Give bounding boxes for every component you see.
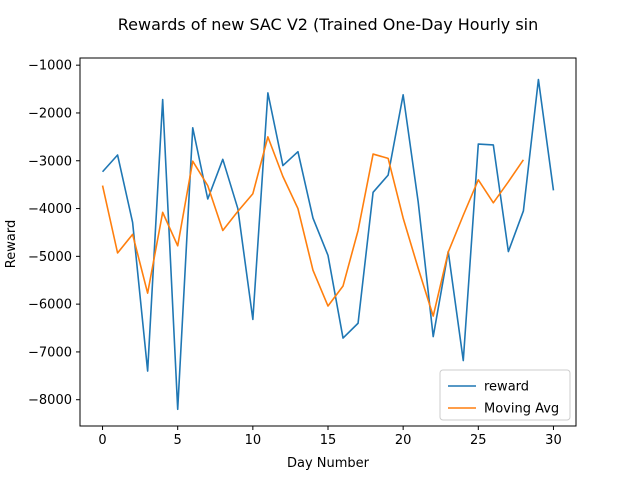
plot-area: 0 5 10 15 20 25 30 −1000 −2000 −3000 −4000 −5000 −60… bbox=[28, 57, 577, 448]
y-tick-label: −6000 bbox=[28, 298, 72, 313]
x-tick-label: 25 bbox=[470, 433, 487, 448]
x-tick-label: 20 bbox=[395, 433, 412, 448]
x-tick-label: 5 bbox=[174, 433, 182, 448]
legend-label-reward: reward bbox=[484, 380, 529, 395]
y-tick-label: −1000 bbox=[28, 59, 72, 74]
y-tick-label: −8000 bbox=[28, 393, 72, 408]
x-axis-label: Day Number bbox=[287, 456, 370, 471]
y-tick-label: −3000 bbox=[28, 154, 72, 169]
x-tick-label: 30 bbox=[545, 433, 562, 448]
y-axis-label: Reward bbox=[4, 220, 19, 268]
x-tick-label: 0 bbox=[98, 433, 106, 448]
series-line-reward bbox=[101, 78, 555, 411]
x-tick-label: 10 bbox=[245, 433, 262, 448]
legend-label-moving-avg: Moving Avg bbox=[484, 402, 559, 417]
y-tick-label: −5000 bbox=[28, 250, 72, 265]
chart-title: Rewards of new SAC V2 (Trained One-Day H… bbox=[118, 15, 538, 34]
y-tick-label: −2000 bbox=[28, 106, 72, 121]
x-tick-label: 15 bbox=[320, 433, 337, 448]
y-tick-label: −4000 bbox=[28, 202, 72, 217]
series-line-moving-avg bbox=[101, 136, 525, 317]
legend: reward Moving Avg bbox=[439, 369, 571, 421]
y-tick-label: −7000 bbox=[28, 345, 72, 360]
